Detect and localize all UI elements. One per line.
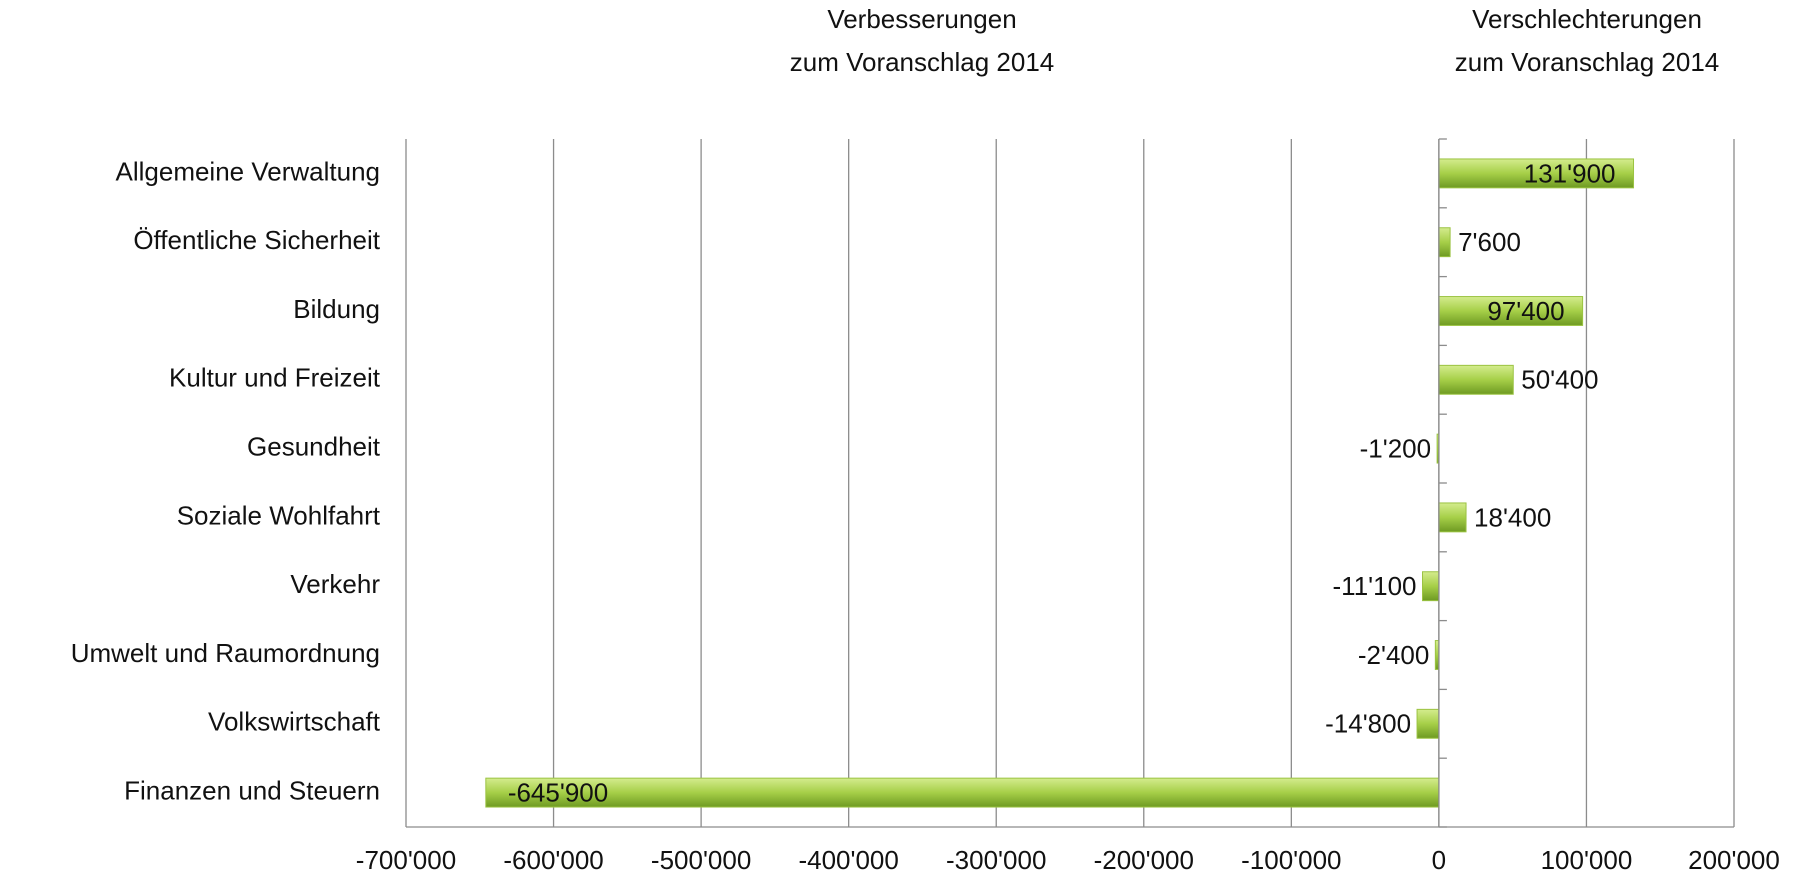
x-tick-label: -600'000 [503,845,603,875]
data-label: -645'900 [508,777,608,807]
bar [1438,158,1635,189]
x-tick-label: -700'000 [356,845,456,875]
y-tick-label: Finanzen und Steuern [124,775,380,805]
y-tick-label: Umwelt und Raumordnung [71,638,380,668]
x-tick-label: -500'000 [651,845,751,875]
bar [485,777,1440,808]
x-tick-label: 0 [1432,845,1446,875]
x-tick-label: -400'000 [798,845,898,875]
data-label: 97'400 [1487,296,1564,326]
data-label: -14'800 [1325,709,1411,739]
bar [1416,708,1440,739]
bar [1438,227,1451,258]
x-tick-label: -300'000 [946,845,1046,875]
data-label: -2'400 [1358,640,1429,670]
header-annotation: Verbesserungen [827,4,1016,34]
y-tick-label: Allgemeine Verwaltung [116,156,381,186]
x-tick-label: 100'000 [1541,845,1633,875]
data-label: -11'100 [1333,571,1417,601]
bar [1438,502,1467,533]
bar [1422,571,1440,602]
y-tick-label: Kultur und Freizeit [169,363,381,393]
header-annotation: zum Voranschlag 2014 [1455,47,1720,77]
y-tick-label: Verkehr [290,569,380,599]
y-tick-label: Öffentliche Sicherheit [133,225,380,255]
data-label: 131'900 [1524,158,1616,188]
y-tick-label: Bildung [293,294,380,324]
x-tick-label: 200'000 [1688,845,1780,875]
bar [1438,296,1584,326]
data-label: 7'600 [1458,227,1521,257]
x-tick-label: -200'000 [1094,845,1194,875]
data-label: -1'200 [1360,433,1431,463]
bar [1438,364,1514,395]
y-tick-label: Gesundheit [247,431,381,461]
y-tick-label: Volkswirtschaft [208,707,381,737]
header-annotation: zum Voranschlag 2014 [790,47,1055,77]
data-label: 18'400 [1474,502,1551,532]
data-label: 50'400 [1521,365,1598,395]
x-tick-label: -100'000 [1241,845,1341,875]
y-tick-label: Soziale Wohlfahrt [177,500,381,530]
header-annotation: Verschlechterungen [1472,4,1702,34]
